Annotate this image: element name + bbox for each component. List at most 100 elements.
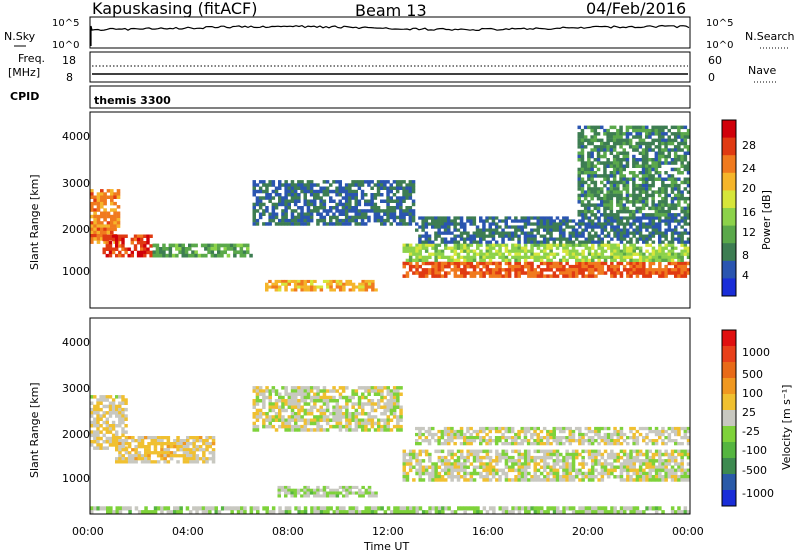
velocity-cell-r1	[192, 457, 196, 461]
velocity-cell-r2	[290, 412, 295, 416]
power-cell-r6	[539, 258, 544, 262]
power-cell-r8	[661, 154, 665, 159]
power-cell-r8	[638, 171, 643, 175]
power-cell-r5	[488, 271, 493, 275]
velocity-cell-r2	[278, 399, 282, 403]
power-cell-r6	[587, 246, 592, 250]
power-cell-r8	[645, 158, 649, 162]
power-cell-r0	[113, 224, 117, 228]
power-cell-r6	[491, 246, 496, 250]
power-cell-r3	[335, 186, 339, 190]
power-cell-r3	[341, 206, 346, 210]
velocity-cell-r5	[674, 426, 678, 431]
velocity-cell-r4	[507, 465, 512, 469]
velocity-cell-r5	[504, 426, 508, 431]
power-cell-r3	[357, 202, 362, 207]
power-cell-r7	[562, 228, 566, 232]
velocity-cell-r1	[208, 451, 212, 455]
power-cell-r8	[580, 161, 585, 165]
power-cell-r2	[168, 247, 173, 251]
power-cell-r3	[293, 215, 298, 220]
power-cell-r3	[360, 212, 365, 216]
power-cell-r4	[297, 279, 301, 283]
power-cell-r3	[293, 218, 298, 223]
power-cell-r7	[421, 225, 425, 229]
power-cell-r6	[597, 243, 601, 247]
velocity-cell-r6	[335, 510, 340, 515]
power-cell-r6	[536, 252, 541, 256]
velocity-cell-r5	[530, 436, 534, 440]
velocity-cell-r2	[300, 408, 304, 413]
velocity-cell-r4	[616, 465, 620, 469]
velocity-cell-r6	[294, 506, 298, 511]
power-cell-r7	[440, 219, 445, 223]
power-cell-r8	[661, 141, 665, 146]
power-cell-r5	[661, 268, 665, 272]
power-cell-r6	[616, 252, 620, 256]
velocity-cell-r5	[533, 426, 537, 431]
velocity-cell-r4	[485, 449, 490, 454]
velocity-cell-r2	[392, 415, 397, 419]
power-cell-r7	[459, 234, 464, 238]
power-cell-r3	[351, 183, 355, 187]
velocity-cell-r0	[108, 436, 113, 441]
power-cell-r7	[440, 222, 445, 226]
power-cell-r6	[418, 249, 422, 253]
power-cell-r4	[265, 288, 269, 292]
velocity-cell-r1	[137, 442, 142, 446]
power-cell-r6	[453, 243, 458, 247]
power-cell-r7	[475, 228, 480, 232]
velocity-cell-r2	[319, 408, 323, 413]
power-cell-r3	[402, 215, 406, 220]
velocity-cell-r5	[590, 439, 595, 443]
power-cell-r7	[613, 228, 617, 232]
velocity-cell-r1	[115, 445, 119, 449]
velocity-cell-r4	[434, 478, 438, 482]
power-cell-r8	[645, 167, 649, 172]
power-cell-r5	[447, 261, 451, 266]
velocity-cell-r4	[514, 462, 518, 466]
power-cell-r6	[488, 243, 493, 247]
power-cell-r7	[680, 240, 684, 244]
velocity-cell-r4	[613, 468, 617, 473]
velocity-cell-r4	[635, 475, 640, 479]
power-cell-r6	[635, 258, 640, 262]
power-cell-r8	[677, 193, 681, 198]
power-cell-r6	[645, 258, 649, 262]
power-cell-r8	[635, 148, 639, 152]
velocity-cell-r1	[182, 457, 187, 461]
velocity-cell-r4	[594, 475, 598, 479]
power-cell-r6	[635, 246, 640, 250]
velocity-cell-r2	[396, 418, 400, 422]
power-cell-r6	[575, 243, 579, 247]
power-cell-r3	[338, 209, 342, 213]
power-cell-r2	[204, 253, 208, 258]
power-cell-r0	[96, 234, 101, 238]
power-cell-r5	[635, 261, 640, 266]
velocity-cell-r6	[383, 510, 388, 515]
velocity-cell-r5	[514, 432, 518, 437]
power-cell-r7	[459, 231, 464, 235]
power-cell-r7	[600, 240, 604, 244]
velocity-cell-r4	[498, 455, 502, 460]
velocity-cell-r5	[427, 432, 432, 437]
velocity-cell-r4	[642, 452, 646, 457]
power-cell-r6	[456, 246, 461, 250]
velocity-cell-r2	[399, 418, 403, 422]
velocity-cell-r2	[364, 402, 368, 406]
velocity-cell-r5	[626, 436, 630, 440]
power-cell-r3	[278, 218, 282, 223]
power-cell-r3	[364, 180, 368, 184]
power-cell-r8	[606, 187, 610, 191]
power-cell-r6	[453, 258, 458, 262]
velocity-cell-r0	[90, 440, 94, 444]
power-cell-r3	[309, 218, 314, 223]
velocity-cell-r2	[255, 389, 260, 393]
power-cell-r3	[389, 199, 393, 203]
power-cell-r6	[498, 249, 502, 253]
power-cell-r8	[622, 187, 626, 191]
power-cell-r8	[596, 174, 601, 178]
velocity-cell-r2	[383, 408, 387, 413]
power-cell-r8	[622, 141, 626, 146]
velocity-cell-r4	[405, 452, 410, 457]
